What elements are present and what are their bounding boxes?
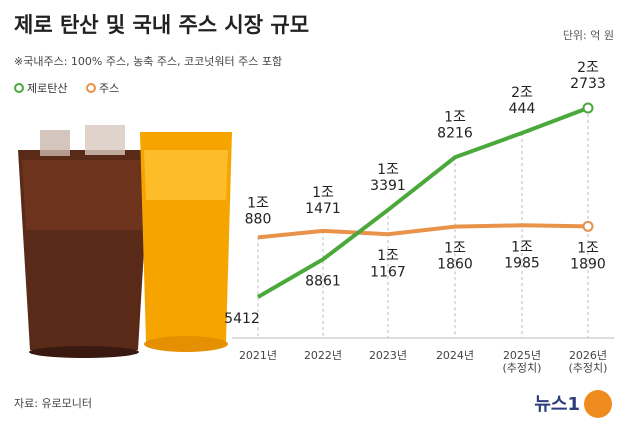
x-tick-label: 2022년 xyxy=(304,349,342,362)
note: ※국내주스: 100% 주스, 농축 주스, 코코넛워터 주스 포함 xyxy=(14,55,282,68)
source: 자료: 유로모니터 xyxy=(14,397,92,410)
x-tick-label: 2023년 xyxy=(369,349,407,362)
series-line xyxy=(256,106,589,299)
data-label: 2조 444 xyxy=(509,85,536,117)
data-label: 1조 880 xyxy=(245,195,272,227)
series-line xyxy=(257,223,589,240)
chart-title: 제로 탄산 및 국내 주스 시장 규모 xyxy=(14,13,309,37)
x-tick-label: 2024년 xyxy=(436,349,474,362)
logo: 뉴스1 xyxy=(534,394,580,415)
legend-label: 제로탄산 xyxy=(27,82,67,95)
end-marker xyxy=(582,220,594,232)
data-label: 1조 8216 xyxy=(437,109,473,141)
data-label: 8861 xyxy=(305,273,341,289)
data-label: 5412 xyxy=(224,311,260,327)
data-label: 1조 1167 xyxy=(370,248,406,280)
legend-marker xyxy=(86,83,96,93)
x-tick-label: 2026년 (추정치) xyxy=(569,349,608,375)
data-label: 1조 1860 xyxy=(437,241,473,273)
logo-mark xyxy=(584,390,612,418)
data-label: 1조 1985 xyxy=(504,239,540,271)
legend-marker xyxy=(14,83,24,93)
data-label: 2조 2733 xyxy=(570,60,606,92)
x-tick-label: 2021년 xyxy=(239,349,277,362)
data-label: 1조 1890 xyxy=(570,240,606,272)
legend-label: 주스 xyxy=(99,82,119,95)
end-marker xyxy=(582,102,594,114)
data-label: 1조 3391 xyxy=(370,162,406,194)
x-tick-label: 2025년 (추정치) xyxy=(503,349,542,375)
drinks-illustration xyxy=(18,125,232,358)
data-label: 1조 1471 xyxy=(305,185,341,217)
unit: 단위: 억 원 xyxy=(563,29,614,42)
